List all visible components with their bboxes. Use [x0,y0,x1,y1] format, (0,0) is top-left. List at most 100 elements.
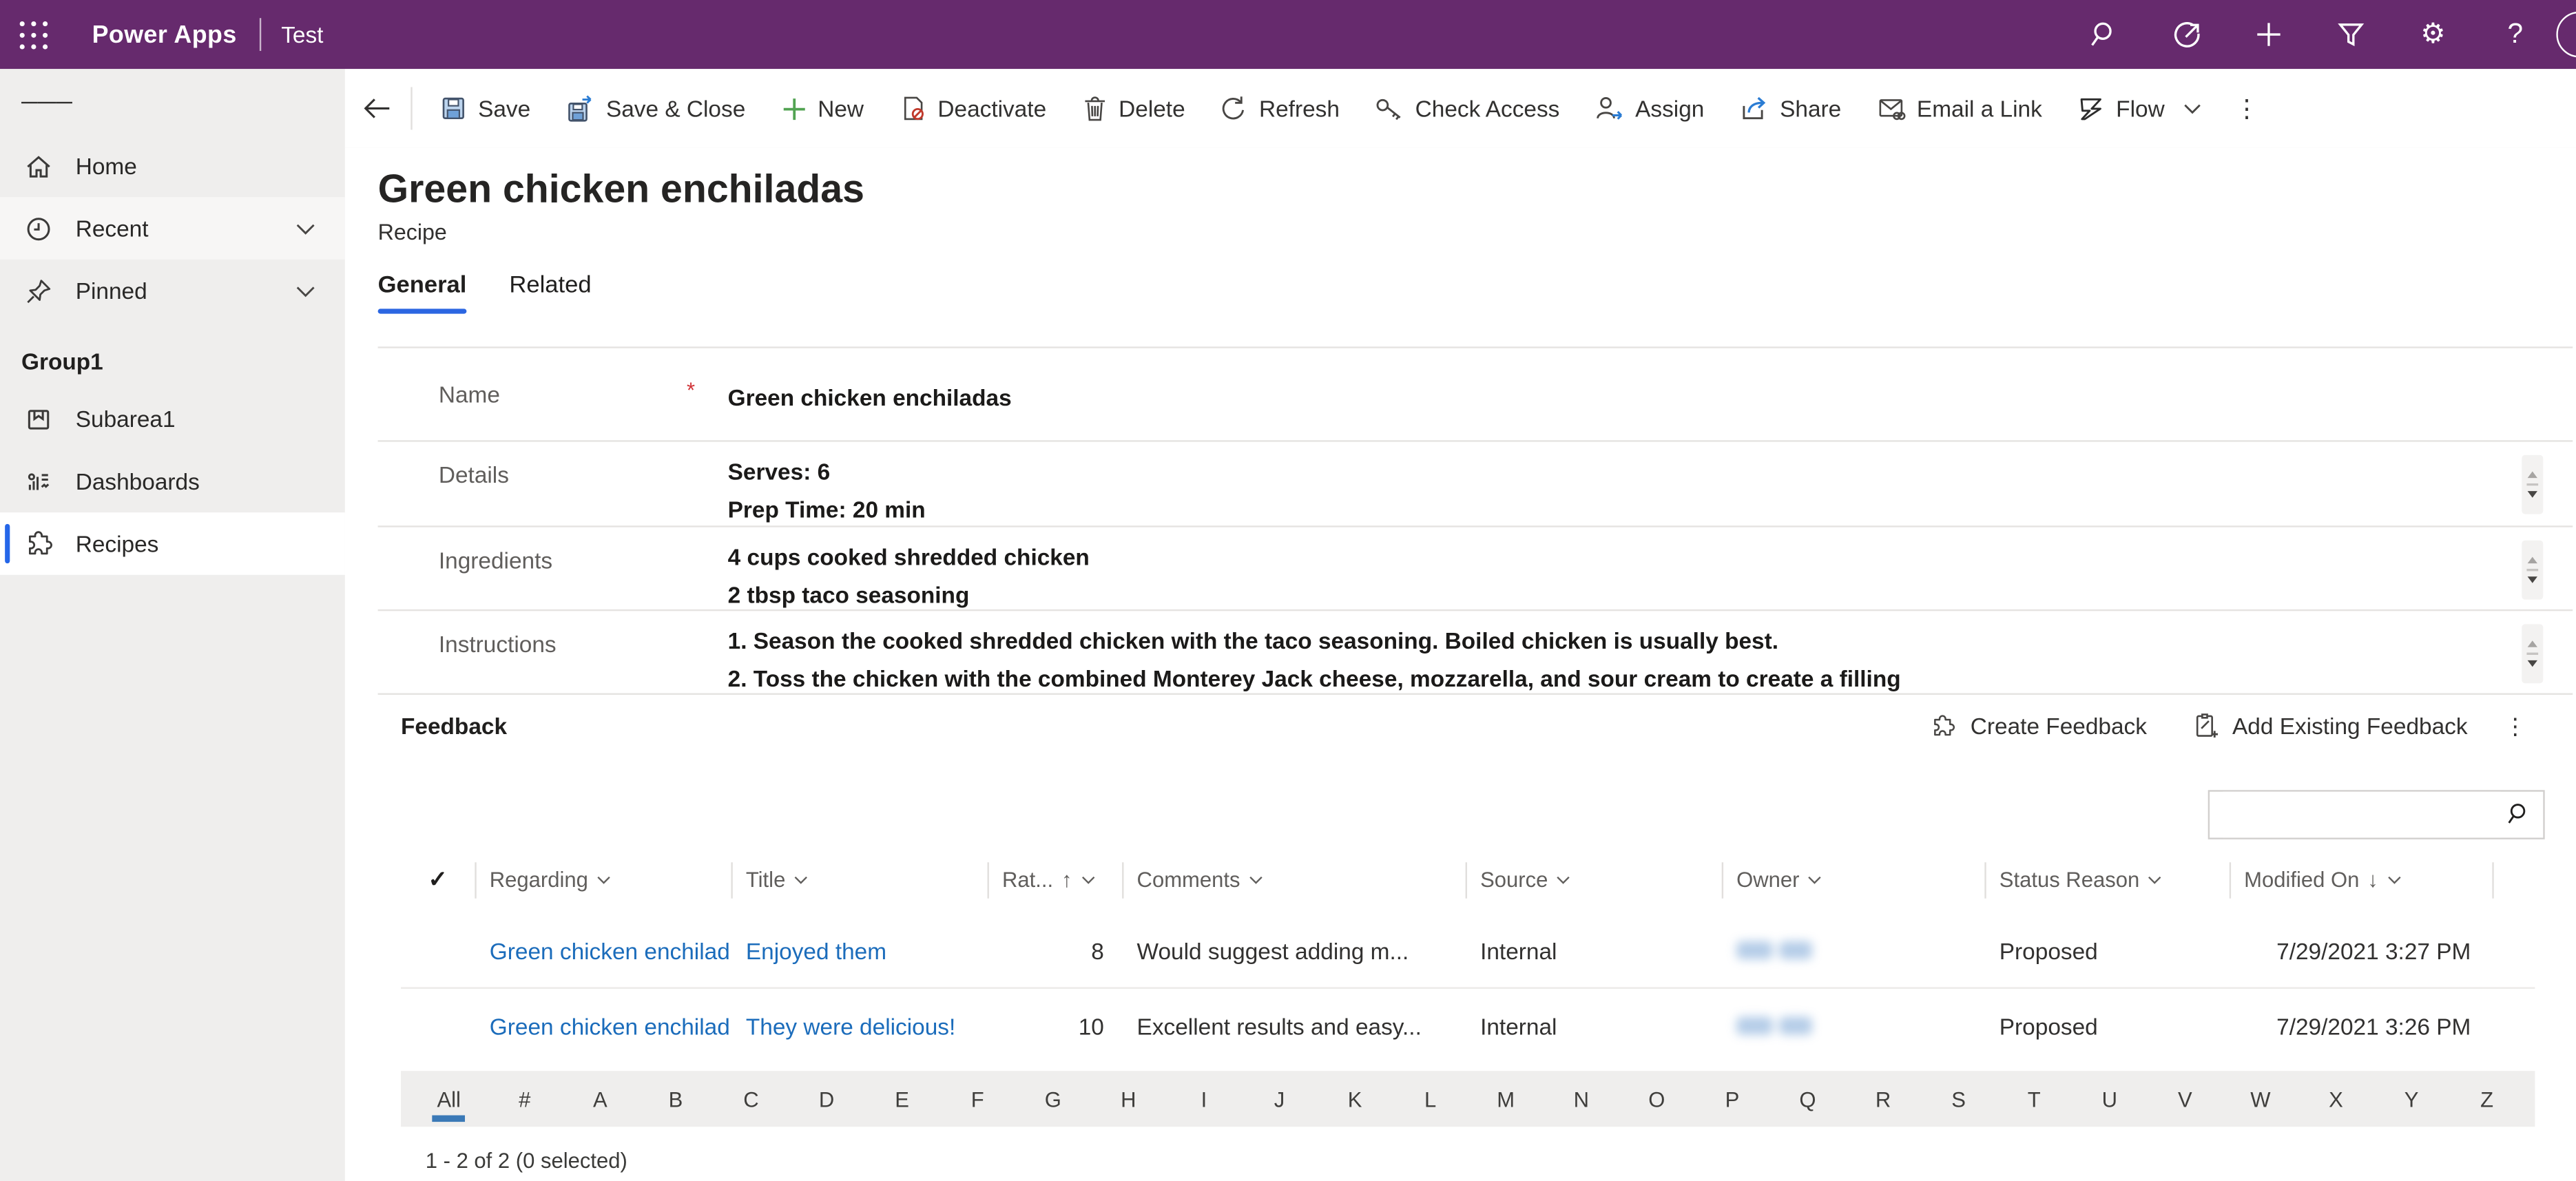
assign-button[interactable]: Assign [1578,69,1723,147]
column-header-comments[interactable]: Comments [1123,861,1467,898]
chevron-down-icon[interactable] [295,222,315,234]
sidebar-item-pinned[interactable]: Pinned [0,260,345,322]
column-header-owner[interactable]: Owner [1723,861,1986,898]
instructions-scroll-spinner[interactable] [2522,624,2544,684]
column-header-status-reason[interactable]: Status Reason [1986,861,2232,898]
save-icon [442,97,464,120]
tab-general[interactable]: General [377,273,467,314]
commandbar-overflow-button[interactable]: ⋮ [2219,69,2274,147]
jump-item[interactable]: T [2027,1086,2041,1111]
jump-item[interactable]: J [1274,1086,1285,1111]
share-icon [1743,96,1767,120]
select-all-column[interactable]: ✓ [401,861,477,898]
jump-item[interactable]: B [668,1086,683,1111]
title-link[interactable]: They were delicious! [745,1012,956,1039]
create-button[interactable] [2227,0,2309,69]
jump-item[interactable]: X [2329,1086,2343,1111]
column-header-regarding[interactable]: Regarding [477,861,733,898]
jump-item[interactable]: P [1725,1086,1740,1111]
jump-item[interactable]: # [519,1086,531,1111]
sidebar-item-recent[interactable]: Recent [0,197,345,260]
chevron-down-icon[interactable] [295,285,315,297]
table-row[interactable]: Green chicken enchilad Enjoyed them 8 Wo… [401,913,2535,987]
tab-related[interactable]: Related [509,272,592,300]
settings-button[interactable]: ⚙ [2392,0,2474,69]
column-header-title[interactable]: Title [733,861,989,898]
account-avatar[interactable] [2556,11,2576,58]
deactivate-button[interactable]: Deactivate [882,69,1064,147]
jump-item[interactable]: D [818,1086,835,1111]
field-label: Ingredients [438,547,553,574]
source-cell: Internal [1480,1012,1557,1039]
quick-launch-button[interactable] [2146,0,2227,69]
jump-item[interactable]: I [1201,1086,1207,1111]
feedback-overflow-button[interactable]: ⋮ [2491,696,2540,755]
new-button[interactable]: New [764,69,882,147]
save-button[interactable]: Save [422,69,548,147]
column-header-source[interactable]: Source [1467,861,1724,898]
sidebar-item-label: Subarea1 [75,406,176,432]
search-icon[interactable] [2507,802,2532,826]
jump-item[interactable]: H [1121,1086,1136,1111]
feedback-search-input[interactable] [2223,791,2501,838]
help-button[interactable]: ? [2474,0,2556,69]
brand-title[interactable]: Power Apps [92,20,237,49]
jump-item[interactable]: F [970,1086,984,1111]
flow-button[interactable]: Flow [2060,69,2219,147]
jump-item[interactable]: L [1424,1086,1437,1111]
share-button[interactable]: Share [1723,69,1860,147]
jump-item[interactable]: K [1347,1086,1362,1111]
jump-item[interactable]: N [1573,1086,1589,1111]
jump-item[interactable]: Y [2404,1086,2419,1111]
instructions-field-value[interactable]: 1. Season the cooked shredded chicken wi… [727,627,1901,692]
row-select-cell[interactable] [401,913,477,987]
regarding-link[interactable]: Green chicken enchilad [489,937,730,963]
title-link[interactable]: Enjoyed them [745,937,887,963]
jump-item[interactable]: C [743,1086,759,1111]
sidebar-item-home[interactable]: Home [0,135,345,198]
app-name[interactable]: Test [281,21,324,48]
back-button[interactable] [345,69,408,147]
table-row[interactable]: Green chicken enchilad They were delicio… [400,987,2535,1063]
column-header-rating[interactable]: Rat... ↑ [989,861,1124,898]
details-field-value[interactable]: Serves: 6 Prep Time: 20 min [727,458,926,523]
sidebar-item-recipes[interactable]: Recipes [0,512,345,575]
jump-item[interactable]: A [593,1086,607,1111]
sitemap-collapse-button[interactable] [0,69,72,134]
check-access-button[interactable]: Check Access [1358,69,1577,147]
add-existing-feedback-button[interactable]: Add Existing Feedback [2170,696,2491,755]
ingredients-scroll-spinner[interactable] [2522,540,2544,600]
jump-item[interactable]: G [1044,1086,1061,1111]
ingredients-field-value[interactable]: 4 cups cooked shredded chicken 2 tbsp ta… [727,543,1090,608]
chevron-down-icon [1808,875,1822,884]
jump-item[interactable]: V [2177,1086,2192,1111]
details-scroll-spinner[interactable] [2522,454,2544,514]
name-field-value[interactable]: Green chicken enchiladas [727,384,1012,411]
row-select-cell[interactable] [401,989,477,1063]
jump-item[interactable]: M [1497,1086,1515,1111]
filter-button[interactable] [2310,0,2392,69]
save-and-close-button[interactable]: Save & Close [548,69,763,147]
jump-item[interactable]: O [1648,1086,1665,1111]
sidebar-item-dashboards[interactable]: Dashboards [0,450,345,513]
jump-item[interactable]: Q [1799,1086,1816,1111]
jump-item[interactable]: U [2101,1086,2117,1111]
jump-item[interactable]: R [1875,1086,1891,1111]
delete-button[interactable]: Delete [1064,69,1203,147]
jump-item[interactable]: E [895,1086,909,1111]
jump-item-all[interactable]: All [432,1071,466,1127]
regarding-link[interactable]: Green chicken enchilad [489,1012,730,1039]
create-feedback-button[interactable]: Create Feedback [1908,696,2170,755]
jump-item[interactable]: Z [2480,1086,2494,1111]
jump-item[interactable]: W [2250,1086,2271,1111]
jump-item[interactable]: S [1951,1086,1966,1111]
refresh-button[interactable]: Refresh [1203,69,1358,147]
sidebar-item-subarea1[interactable]: Subarea1 [0,388,345,450]
chevron-down-icon [2183,103,2201,114]
app-launcher-button[interactable] [0,0,65,69]
email-link-button[interactable]: Email a Link [1859,69,2060,147]
column-header-modified-on[interactable]: Modified On ↓ [2231,861,2494,898]
owner-cell [1723,913,1986,987]
record-page: Green chicken enchiladas Recipe General … [344,147,2576,1181]
search-button[interactable] [2064,0,2146,69]
